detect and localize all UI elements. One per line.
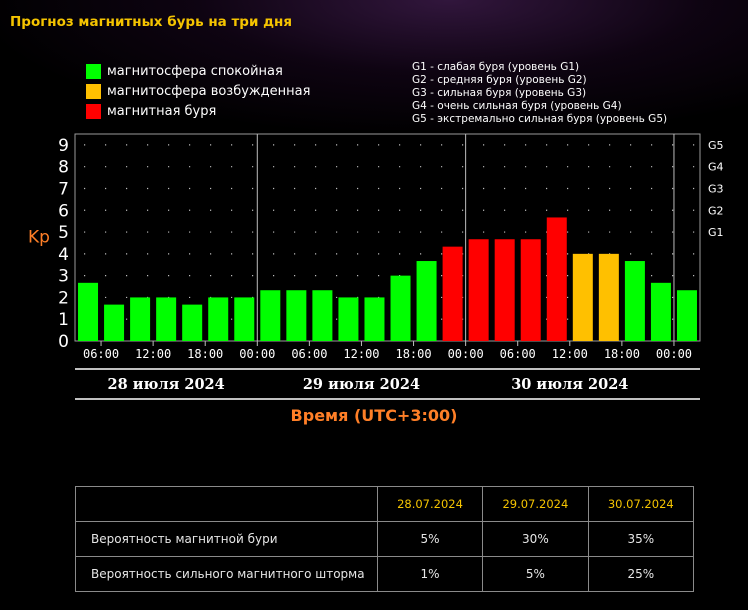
table-header-empty <box>75 486 378 522</box>
table-cell: 25% <box>587 556 695 592</box>
y-tick-label: 8 <box>58 158 69 178</box>
kp-bar <box>676 290 697 341</box>
x-tick-label: 06:00 <box>500 347 536 361</box>
y-tick-label: 0 <box>58 332 69 352</box>
table-cell: 1% <box>376 556 484 592</box>
x-tick-label: 00:00 <box>239 347 275 361</box>
table-row-label: Вероятность магнитной бури <box>75 521 378 557</box>
legend: магнитосфера спокойная магнитосфера возб… <box>86 61 310 121</box>
kp-bar <box>624 261 645 341</box>
kp-bar <box>650 282 671 341</box>
kp-bar <box>260 290 281 341</box>
y-tick-label: 6 <box>58 201 69 221</box>
g-scale-item-g5: G5 - экстремально сильная буря (уровень … <box>412 113 668 125</box>
kp-bar <box>442 246 463 341</box>
table-row: Вероятность магнитной бури 5% 30% 35% <box>75 521 695 557</box>
day-label: 29 июля 2024 <box>303 376 420 393</box>
table-header-row: 28.07.2024 29.07.2024 30.07.2024 <box>75 486 695 522</box>
kp-bar <box>182 304 203 341</box>
page-title: Прогноз магнитных бурь на три дня <box>10 14 292 30</box>
table-cell: 35% <box>587 521 695 557</box>
table-row-label: Вероятность сильного магнитного шторма <box>75 556 378 592</box>
kp-bar <box>286 290 307 341</box>
x-tick-label: 18:00 <box>395 347 431 361</box>
g-tick-label: G2 <box>708 204 724 217</box>
y-tick-label: 7 <box>58 179 69 199</box>
g-tick-label: G1 <box>708 226 724 239</box>
table-cell: 5% <box>482 556 589 592</box>
table-header-date: 28.07.2024 <box>376 486 484 522</box>
kp-bar <box>130 297 151 341</box>
day-label: 28 июля 2024 <box>108 376 225 393</box>
kp-bar <box>338 297 359 341</box>
plot-frame <box>74 133 701 342</box>
table-cell: 30% <box>482 521 589 557</box>
table-row: Вероятность сильного магнитного шторма 1… <box>75 556 695 592</box>
g-tick-label: G5 <box>708 139 724 152</box>
y-tick-label: 5 <box>58 223 69 243</box>
x-axis-title: Время (UTC+3:00) <box>290 406 458 425</box>
legend-swatch-storm <box>86 103 101 119</box>
kp-bar <box>364 297 385 341</box>
g-scale-item-g2: G2 - средняя буря (уровень G2) <box>412 74 587 86</box>
legend-item-storm: магнитная буря <box>86 101 310 121</box>
legend-label-excited: магнитосфера возбужденная <box>107 83 311 99</box>
y-tick-label: 4 <box>58 245 69 265</box>
y-tick-label: 1 <box>58 310 69 330</box>
y-tick-label: 2 <box>58 288 69 308</box>
legend-label-quiet: магнитосфера спокойная <box>107 63 283 79</box>
kp-bar <box>546 217 567 341</box>
kp-bar <box>390 275 411 341</box>
x-tick-label: 00:00 <box>448 347 484 361</box>
y-axis-label: Kp <box>28 227 50 247</box>
legend-item-quiet: магнитосфера спокойная <box>86 61 310 81</box>
kp-bar <box>468 239 489 341</box>
table-cell: 5% <box>376 521 484 557</box>
kp-bar <box>156 297 177 341</box>
y-tick-label: 3 <box>58 267 69 287</box>
legend-swatch-quiet <box>86 63 101 79</box>
g-tick-label: G3 <box>708 182 724 195</box>
g-scale-legend: G1 - слабая буря (уровень G1) G2 - средн… <box>412 61 667 126</box>
kp-bar <box>312 290 333 341</box>
probability-table: 28.07.2024 29.07.2024 30.07.2024 Вероятн… <box>75 486 695 592</box>
legend-item-excited: магнитосфера возбужденная <box>86 81 310 101</box>
x-tick-label: 12:00 <box>343 347 379 361</box>
x-tick-label: 12:00 <box>552 347 588 361</box>
g-scale-item-g4: G4 - очень сильная буря (уровень G4) <box>412 100 622 112</box>
x-tick-label: 12:00 <box>135 347 171 361</box>
g-scale-item-g3: G3 - сильная буря (уровень G3) <box>412 87 587 99</box>
y-tick-label: 9 <box>58 136 69 156</box>
x-tick-label: 06:00 <box>83 347 119 361</box>
table-header-date: 29.07.2024 <box>482 486 589 522</box>
kp-bar <box>520 239 541 341</box>
x-tick-label: 18:00 <box>604 347 640 361</box>
x-tick-label: 00:00 <box>656 347 692 361</box>
kp-bar <box>234 297 255 341</box>
legend-swatch-excited <box>86 83 101 99</box>
kp-bar <box>572 253 593 341</box>
x-tick-label: 18:00 <box>187 347 223 361</box>
kp-bar <box>208 297 229 341</box>
day-label: 30 июля 2024 <box>511 376 628 393</box>
legend-label-storm: магнитная буря <box>107 103 217 119</box>
kp-bar <box>416 261 437 341</box>
x-tick-label: 06:00 <box>291 347 327 361</box>
kp-bar <box>494 239 515 341</box>
kp-bar <box>78 282 99 341</box>
g-tick-label: G4 <box>708 161 724 174</box>
g-scale-item-g1: G1 - слабая буря (уровень G1) <box>412 61 580 73</box>
kp-bar <box>104 304 125 341</box>
table-header-date: 30.07.2024 <box>587 486 695 522</box>
kp-bar <box>598 253 619 341</box>
